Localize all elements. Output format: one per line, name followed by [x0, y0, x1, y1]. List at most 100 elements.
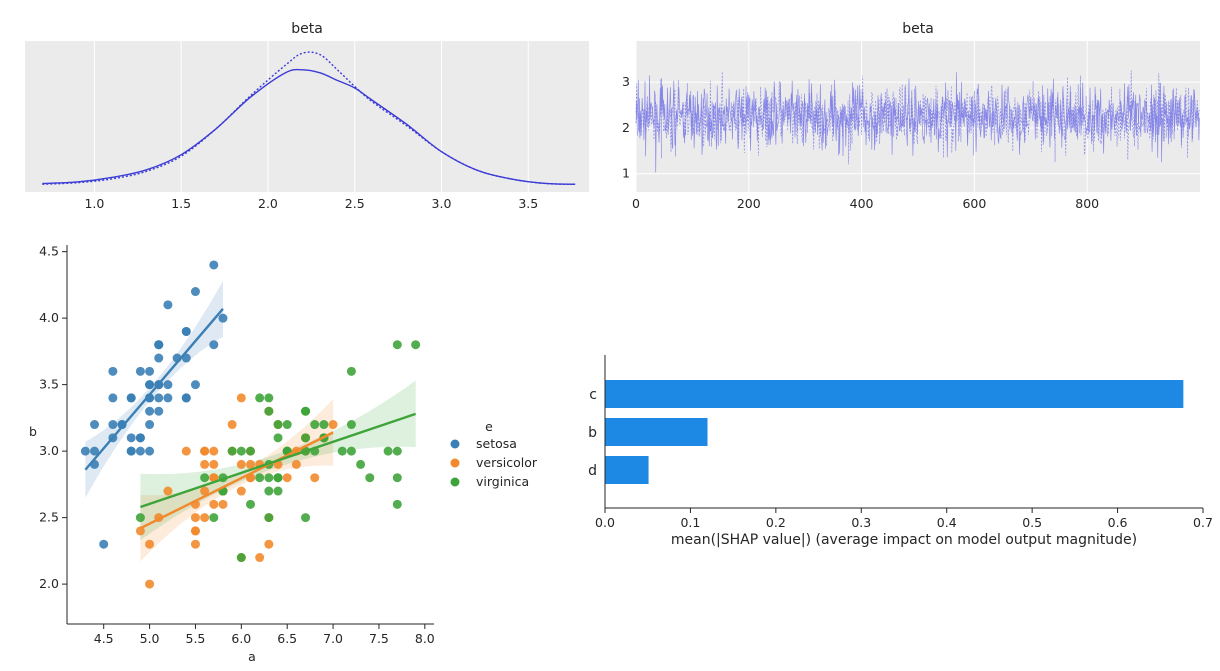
scatter-point: [145, 380, 155, 390]
density-x-tick: 3.0: [432, 196, 452, 211]
scatter-x-tick: 4.5: [94, 631, 114, 646]
density-title: beta: [291, 21, 323, 37]
scatter-point: [126, 433, 136, 443]
trace-line: [635, 70, 1200, 165]
legend-label-virginica: virginica: [476, 474, 529, 489]
scatter-point: [236, 459, 246, 469]
scatter-point: [209, 473, 219, 483]
scatter-point: [145, 539, 155, 549]
scatter-y-tick: 2.0: [39, 576, 59, 591]
scatter-point: [145, 420, 155, 430]
scatter-point: [392, 499, 402, 509]
scatter-point: [255, 473, 265, 483]
shap-x-tick: 0.4: [937, 515, 957, 530]
scatter-point: [145, 446, 155, 456]
scatter-point: [126, 393, 136, 403]
shap-ticks: 0.0 0.1 0.2 0.3 0.4 0.5 0.6 0.7 c b d: [588, 387, 1213, 530]
scatter-point: [392, 446, 402, 456]
density-x-tick: 2.0: [258, 196, 278, 211]
density-x-tick: 1.0: [84, 196, 104, 211]
scatter-point: [346, 420, 356, 430]
shap-x-tick: 0.7: [1193, 515, 1213, 530]
scatter-point: [126, 446, 136, 456]
scatter-point: [117, 420, 127, 430]
scatter-point: [135, 513, 145, 523]
scatter-point: [236, 553, 246, 563]
scatter-x-tick: 5.0: [140, 631, 160, 646]
legend-label-versicolor: versicolor: [476, 455, 538, 470]
scatter-point: [154, 340, 164, 350]
scatter-point: [135, 446, 145, 456]
scatter-point: [273, 473, 283, 483]
scatter-point: [181, 446, 191, 456]
scatter-point: [236, 486, 246, 496]
density-plot-area: [25, 41, 589, 192]
scatter-point: [154, 393, 164, 403]
legend-label-setosa: setosa: [476, 436, 517, 451]
shap-category-label: c: [589, 387, 597, 403]
trace-y-tick: 3: [622, 74, 630, 89]
scatter-x-tick: 6.0: [231, 631, 251, 646]
density-gridlines: [93, 41, 529, 192]
trace-x-tick: 200: [737, 196, 761, 211]
shap-category-label: b: [588, 425, 597, 441]
scatter-point: [356, 459, 366, 469]
scatter-point: [209, 499, 219, 509]
scatter-point: [145, 579, 155, 589]
density-x-tick: 1.5: [171, 196, 191, 211]
scatter-x-tick: 6.5: [277, 631, 297, 646]
scatter-point: [264, 486, 274, 496]
scatter-point: [108, 366, 118, 376]
scatter-point: [200, 446, 210, 456]
scatter-point: [255, 553, 265, 563]
trace-x-tick: 600: [962, 196, 986, 211]
scatter-point: [99, 539, 109, 549]
shap-x-tick: 0.3: [851, 515, 871, 530]
density-panel: beta 1.0 1.5 2.0 2.5 3.0 3.5: [25, 21, 589, 211]
scatter-point: [163, 300, 173, 310]
scatter-point: [246, 499, 255, 509]
scatter-point: [392, 340, 402, 350]
scatter-point: [392, 473, 402, 483]
scatter-point: [346, 446, 356, 456]
shap-bar: [605, 456, 649, 484]
scatter-point: [282, 420, 292, 430]
scatter-fit-lines: [84, 308, 417, 530]
scatter-point: [218, 313, 228, 323]
shap-x-tick: 0.5: [1022, 515, 1042, 530]
shap-x-tick: 0.6: [1108, 515, 1128, 530]
scatter-y-tick: 3.0: [39, 443, 59, 458]
scatter-point: [190, 513, 200, 523]
scatter-point: [264, 393, 274, 403]
scatter-point: [282, 473, 292, 483]
scatter-point: [190, 380, 200, 390]
scatter-point: [301, 513, 311, 523]
shap-panel: 0.0 0.1 0.2 0.3 0.4 0.5 0.6 0.7 c b d mean(|SHAP v…: [588, 355, 1213, 548]
scatter-point: [163, 393, 173, 403]
shap-x-tick: 0.0: [595, 515, 615, 530]
scatter-x-tick: 8.0: [415, 631, 435, 646]
scatter-point: [200, 513, 210, 523]
scatter-y-tick: 3.5: [39, 377, 59, 392]
scatter-point: [163, 486, 173, 496]
scatter-point: [328, 420, 338, 430]
scatter-panel: 4.5 5.0 5.5 6.0 6.5 7.0 7.5 8.0 2.0 2.5 3.0 3.5 4.0 4…: [29, 244, 538, 664]
density-line: [42, 51, 576, 185]
scatter-point: [264, 406, 274, 416]
density-lines: [42, 51, 576, 185]
shap-bar: [605, 418, 708, 446]
scatter-point: [154, 353, 164, 363]
scatter-point: [181, 326, 191, 336]
legend-title: e: [485, 419, 493, 434]
trace-ticks: 0 200 400 600 800 1 2 3: [622, 74, 1099, 211]
scatter-legend: e setosa versicolor virginica: [450, 419, 538, 489]
scatter-x-tick: 7.5: [369, 631, 389, 646]
scatter-point: [135, 433, 145, 443]
scatter-point: [135, 526, 145, 536]
scatter-point: [227, 446, 237, 456]
trace-title: beta: [902, 21, 934, 37]
scatter-point: [411, 340, 421, 350]
legend-marker-versicolor: [450, 458, 460, 468]
scatter-point: [301, 433, 311, 443]
